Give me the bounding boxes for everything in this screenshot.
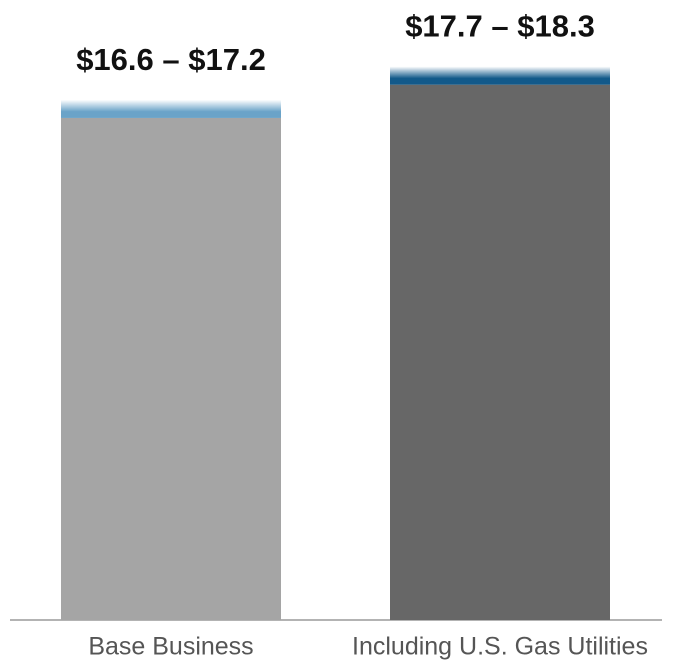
category-label: Including U.S. Gas Utilities — [352, 633, 648, 661]
value-label: $16.6 – $17.2 — [76, 42, 266, 77]
range-band — [61, 99, 281, 118]
bar — [61, 117, 281, 620]
value-label: $17.7 – $18.3 — [405, 9, 595, 44]
range-band — [390, 66, 610, 85]
category-label: Base Business — [88, 633, 253, 661]
bar — [390, 84, 610, 621]
